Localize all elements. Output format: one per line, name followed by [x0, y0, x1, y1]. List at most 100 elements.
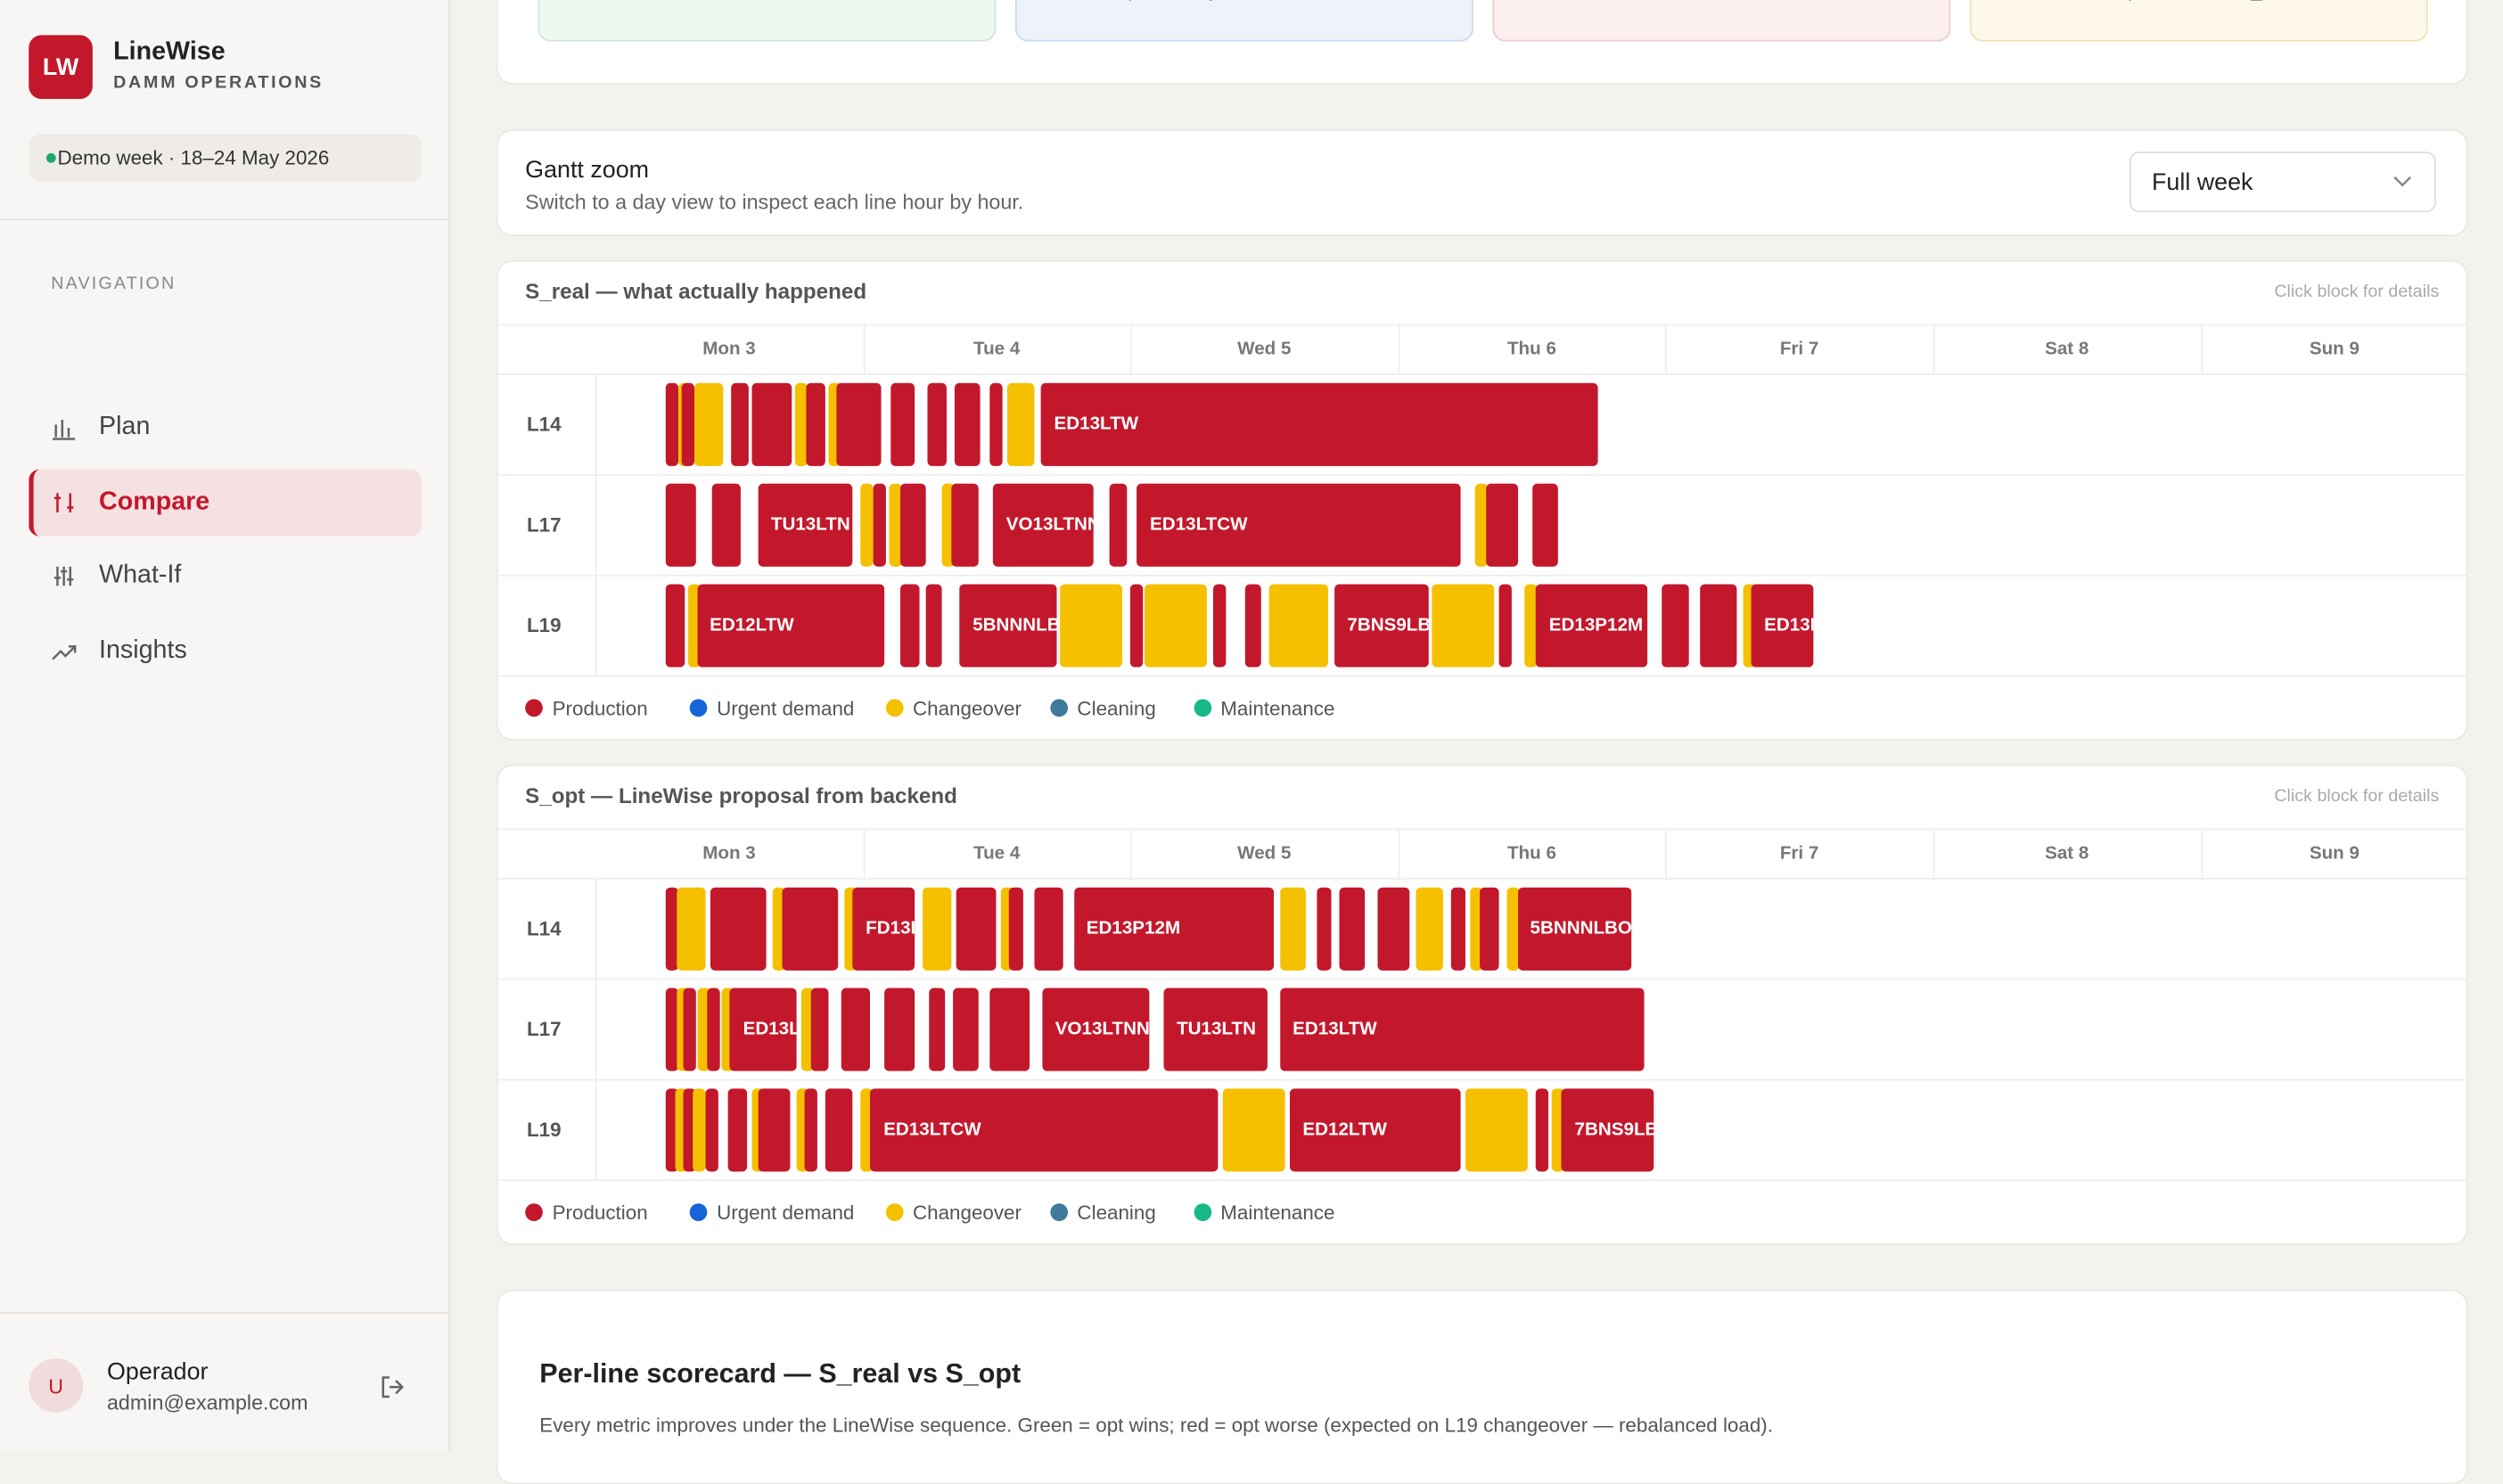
gantt-block[interactable]	[928, 988, 946, 1071]
gantt-block[interactable]: TU13LTN	[1163, 988, 1268, 1071]
gantt-block[interactable]	[953, 988, 980, 1071]
gantt-block[interactable]	[1223, 1088, 1286, 1172]
gantt-block[interactable]	[803, 1088, 817, 1172]
gantt-block[interactable]	[1008, 887, 1024, 971]
gantt-block[interactable]	[1499, 584, 1513, 668]
gantt-block[interactable]	[1060, 584, 1123, 668]
gantt-block[interactable]	[682, 382, 695, 466]
gantt-block[interactable]	[1506, 887, 1520, 971]
gantt-block[interactable]	[665, 887, 679, 971]
gantt-block[interactable]	[758, 1088, 790, 1172]
gantt-block[interactable]	[841, 988, 871, 1071]
gantt-block[interactable]	[683, 1088, 697, 1172]
gantt-block[interactable]	[677, 887, 706, 971]
gantt-block[interactable]	[890, 382, 915, 466]
nav-item[interactable]: Insights	[29, 617, 422, 684]
gantt-block[interactable]	[1376, 887, 1411, 971]
gantt-block[interactable]	[1700, 584, 1737, 668]
gantt-block[interactable]: ED13LTCW	[870, 1088, 1219, 1172]
gantt-block[interactable]	[727, 1088, 748, 1172]
gantt-block[interactable]	[1465, 1088, 1528, 1172]
gantt-block[interactable]	[836, 382, 882, 466]
gantt-block[interactable]	[1317, 887, 1332, 971]
gantt-block[interactable]	[1007, 382, 1035, 466]
gantt-block[interactable]	[665, 1088, 679, 1172]
zoom-select[interactable]: Full week	[2129, 152, 2436, 213]
gantt-block[interactable]	[683, 988, 697, 1071]
gantt-block[interactable]: 5BNNNLBO	[1517, 887, 1632, 971]
gantt-block[interactable]	[989, 988, 1030, 1071]
gantt-block[interactable]	[665, 988, 679, 1071]
gantt-block[interactable]	[1279, 887, 1306, 971]
gantt-block[interactable]: ED13LTW	[1279, 988, 1645, 1071]
gantt-block[interactable]	[693, 1088, 707, 1172]
gantt-block[interactable]	[710, 887, 767, 971]
gantt-block[interactable]: 7BNS9LB	[1334, 584, 1429, 668]
gantt-block[interactable]	[954, 382, 981, 466]
gantt-block[interactable]: ED12LTW	[696, 584, 884, 668]
gantt-block[interactable]	[1535, 1088, 1548, 1172]
nav-item[interactable]: What-If	[29, 543, 422, 610]
gantt-block[interactable]	[952, 483, 980, 567]
gantt-block[interactable]	[752, 382, 792, 466]
gantt-block[interactable]	[922, 887, 951, 971]
gantt-block[interactable]	[989, 382, 1003, 466]
gantt-block[interactable]	[1474, 483, 1489, 567]
gantt-block[interactable]	[1662, 584, 1689, 668]
gantt-block[interactable]: VO13LTNN	[993, 483, 1094, 567]
gantt-block[interactable]	[711, 483, 741, 567]
gantt-block[interactable]: TU13LTN	[758, 483, 853, 567]
gantt-block[interactable]: 5BNNNLB	[959, 584, 1057, 668]
gantt-block[interactable]: 7BNS9LB	[1562, 1088, 1654, 1172]
gantt-block[interactable]	[925, 584, 942, 668]
gantt-block[interactable]	[731, 382, 749, 466]
gantt-block[interactable]	[1245, 584, 1261, 668]
gantt-block[interactable]	[941, 483, 956, 567]
gantt-block[interactable]	[665, 584, 685, 668]
gantt-block[interactable]	[1034, 887, 1063, 971]
gantt-block[interactable]	[665, 483, 696, 567]
gantt-block[interactable]	[1145, 584, 1208, 668]
gantt-block[interactable]: FD13L	[852, 887, 915, 971]
gantt-block[interactable]	[888, 483, 902, 567]
gantt-block[interactable]	[927, 382, 947, 466]
gantt-block[interactable]	[1524, 584, 1539, 668]
nav-item[interactable]: Plan	[29, 394, 422, 461]
gantt-block[interactable]	[1531, 483, 1559, 567]
gantt-block[interactable]	[955, 887, 996, 971]
gantt-block[interactable]	[859, 1088, 873, 1172]
gantt-block[interactable]	[1450, 887, 1465, 971]
gantt-block[interactable]: ED13LTW	[1041, 382, 1599, 466]
gantt-block[interactable]: ED13LTCW	[1137, 483, 1461, 567]
gantt-block[interactable]	[873, 483, 886, 567]
gantt-block[interactable]: ED12LTW	[1290, 1088, 1461, 1172]
gantt-block[interactable]	[859, 483, 873, 567]
gantt-block[interactable]	[707, 988, 720, 1071]
gantt-block[interactable]	[705, 1088, 719, 1172]
gantt-block[interactable]	[825, 1088, 853, 1172]
gantt-block[interactable]	[1339, 887, 1365, 971]
gantt-block[interactable]	[1416, 887, 1444, 971]
gantt-block[interactable]	[1129, 584, 1143, 668]
gantt-block[interactable]	[1268, 584, 1328, 668]
gantt-block[interactable]	[810, 988, 829, 1071]
gantt-block[interactable]	[1551, 1088, 1565, 1172]
nav-item[interactable]: Compare	[29, 468, 422, 536]
gantt-block[interactable]	[899, 584, 919, 668]
logout-button[interactable]	[380, 1374, 406, 1400]
gantt-block[interactable]: ED13L	[1751, 584, 1814, 668]
gantt-block[interactable]	[1479, 887, 1500, 971]
gantt-block[interactable]	[883, 988, 915, 1071]
gantt-block[interactable]	[1212, 584, 1227, 668]
gantt-block[interactable]	[794, 382, 808, 466]
gantt-block[interactable]	[665, 382, 679, 466]
gantt-block[interactable]: ED13P12M	[1536, 584, 1648, 668]
gantt-block[interactable]	[694, 382, 723, 466]
gantt-block[interactable]	[899, 483, 926, 567]
gantt-block[interactable]	[781, 887, 838, 971]
gantt-block[interactable]	[1432, 584, 1494, 668]
gantt-block[interactable]: VO13LTNN	[1042, 988, 1150, 1071]
gantt-block[interactable]	[696, 988, 710, 1071]
gantt-block[interactable]: ED13P12M	[1073, 887, 1275, 971]
gantt-block[interactable]	[1486, 483, 1518, 567]
